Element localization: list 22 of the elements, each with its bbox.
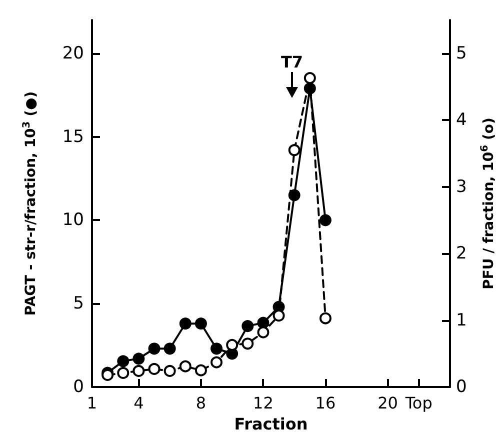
- x-tick-label: Top: [404, 394, 432, 412]
- y2-tick-label: 3: [456, 176, 467, 197]
- y-tick-label: 0: [73, 377, 84, 397]
- x-tick-label: 4: [134, 394, 144, 412]
- y2-tick-label: 5: [456, 43, 467, 64]
- y-tick-label: 10: [62, 210, 84, 230]
- y2-tick-label: 4: [456, 110, 467, 130]
- y2-tick-label: 2: [456, 244, 467, 264]
- x-tick-label: 20: [378, 394, 398, 412]
- y-tick-label: 20: [62, 43, 84, 64]
- y-tick-label: 5: [73, 294, 84, 314]
- x-axis-title: Fraction: [234, 414, 308, 434]
- y2-tick-label: 0: [456, 377, 467, 397]
- y-tick-label: 15: [62, 126, 84, 147]
- x-tick-label: 8: [196, 394, 206, 412]
- x-tick-label: 16: [315, 394, 336, 412]
- y-axis-title: PAGT - str-r/fraction, 103 (●): [22, 91, 39, 316]
- annotation: T7: [280, 52, 304, 72]
- y2-axis-title: PFU / fraction, 106 (o): [480, 118, 497, 290]
- y2-tick-label: 1: [456, 310, 467, 330]
- x-tick-label: 1: [86, 394, 98, 412]
- x-tick-label: 12: [253, 394, 274, 412]
